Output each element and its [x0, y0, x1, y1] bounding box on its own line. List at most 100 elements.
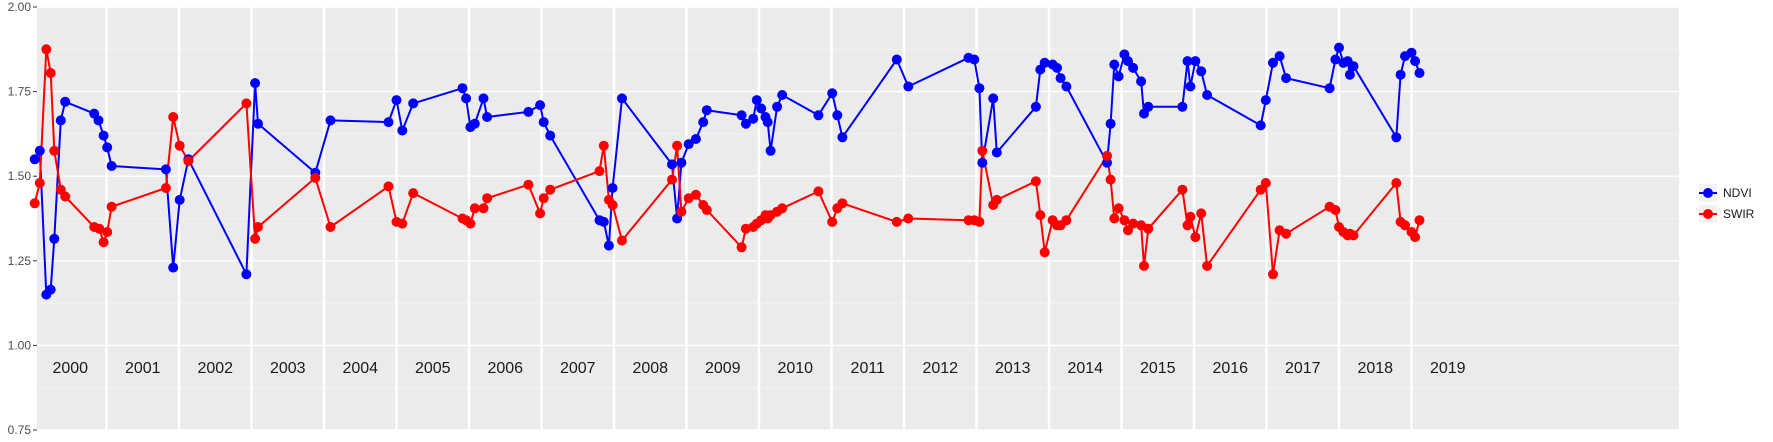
year-label: 2006 — [487, 360, 523, 377]
swir-data-point — [1109, 213, 1120, 224]
ndvi-data-point — [241, 269, 252, 280]
ndvi-data-point — [1123, 56, 1133, 67]
ndvi-data-point — [617, 93, 627, 104]
ndvi-data-point — [34, 145, 45, 156]
ndvi-data-point — [102, 142, 113, 153]
ndvi-data-point — [751, 95, 762, 106]
swir-data-point — [174, 140, 185, 151]
y-tick-label: 1.75 — [8, 85, 32, 99]
year-label: 2005 — [415, 360, 451, 377]
ndvi-data-point — [457, 83, 468, 94]
ndvi-data-point — [607, 183, 618, 193]
swir-data-point — [1268, 269, 1278, 280]
year-labels: 2000 2001 2002 2003 2004 2005 2006 2007 2008 2009… — [52, 360, 1465, 377]
swir-data-point — [34, 178, 45, 188]
data-series — [29, 42, 1425, 300]
ndvi-data-point — [545, 130, 556, 141]
ndvi-data-point — [1324, 83, 1335, 94]
swir-data-point — [397, 218, 408, 229]
ndvi-data-point — [397, 125, 408, 136]
swir-data-point — [974, 216, 985, 227]
ndvi-data-point — [1202, 90, 1213, 100]
swir-data-point — [701, 205, 712, 215]
swir-data-point — [1348, 230, 1359, 241]
swir-data-point — [41, 44, 52, 55]
year-label: 2017 — [1285, 360, 1321, 377]
year-label: 2002 — [197, 360, 233, 377]
swir-data-point — [1102, 150, 1112, 161]
ndvi-data-point — [690, 134, 701, 144]
ndvi-data-point — [482, 112, 493, 122]
swir-data-point — [523, 179, 534, 190]
swir-data-point — [408, 188, 419, 199]
ndvi-data-point — [1395, 69, 1406, 80]
swir-data-point — [1128, 218, 1139, 229]
ndvi-legend-key-point — [1703, 188, 1713, 198]
swir-data-point — [1410, 232, 1421, 243]
ndvi-data-point — [469, 118, 480, 129]
swir-data-point — [903, 213, 914, 224]
ndvi-data-point — [974, 83, 985, 94]
ndvi-data-point — [1182, 56, 1193, 67]
ndvi-data-point — [1274, 51, 1285, 62]
swir-data-point — [676, 206, 687, 217]
year-label: 2009 — [705, 360, 741, 377]
ndvi-data-point — [250, 78, 261, 89]
swir-data-point — [160, 183, 171, 193]
swir-data-point — [977, 145, 988, 156]
ndvi-data-point — [736, 110, 747, 121]
year-label: 2010 — [777, 360, 813, 377]
swir-data-point — [667, 174, 677, 185]
y-axis: 0.75 1.00 1.25 1.50 1.75 2.00 — [8, 0, 37, 437]
swir-data-point — [1139, 260, 1149, 271]
swir-data-point — [1030, 176, 1041, 187]
swir-data-point — [465, 218, 476, 229]
ndvi-data-point — [832, 110, 843, 121]
ndvi-data-point — [748, 113, 759, 124]
swir-data-point — [1113, 203, 1124, 214]
swir-data-point — [813, 186, 824, 197]
ndvi-data-point — [523, 106, 534, 117]
ndvi-data-point — [991, 147, 1002, 158]
swir-data-point — [1143, 223, 1154, 234]
year-label: 2019 — [1430, 360, 1466, 377]
ndvi-data-point — [168, 262, 179, 273]
ndvi-data-point — [1196, 66, 1207, 77]
year-label: 2012 — [922, 360, 958, 377]
swir-data-point — [827, 216, 838, 227]
y-tick-label: 2.00 — [8, 0, 32, 14]
swir-data-point — [594, 166, 605, 177]
ndvi-data-point — [391, 95, 402, 106]
swir-data-point — [736, 242, 747, 253]
swir-data-point — [891, 216, 902, 227]
ndvi-data-point — [1348, 61, 1359, 72]
year-label: 2013 — [995, 360, 1031, 377]
year-label: 2016 — [1212, 360, 1248, 377]
ndvi-data-point — [1414, 68, 1425, 78]
ndvi-data-point — [698, 117, 709, 128]
ndvi-data-point — [762, 117, 773, 128]
ndvi-data-point — [1177, 101, 1188, 112]
ndvi-data-point — [383, 117, 394, 128]
swir-data-point — [1105, 174, 1116, 185]
legend: NDVI SWIR — [1699, 184, 1755, 223]
ndvi-data-point — [1128, 62, 1139, 73]
swir-data-point — [241, 98, 252, 109]
swir-data-point — [1400, 220, 1410, 231]
ndvi-data-point — [1260, 95, 1271, 106]
swir-data-point — [168, 112, 179, 122]
ndvi-data-point — [683, 139, 694, 150]
y-tick-label: 1.50 — [8, 169, 32, 183]
ndvi-data-point — [701, 105, 712, 116]
ndvi-data-point — [1052, 62, 1062, 73]
swir-data-point — [1182, 220, 1193, 231]
swir-data-point — [29, 198, 40, 209]
ndvi-data-point — [1410, 56, 1421, 67]
ndvi-data-point — [49, 233, 60, 244]
swir-legend-key-point — [1703, 209, 1713, 219]
ndvi-data-point — [1406, 47, 1417, 58]
swir-data-point — [253, 222, 263, 232]
swir-data-point — [1330, 205, 1341, 215]
ndvi-data-point — [1039, 57, 1050, 68]
